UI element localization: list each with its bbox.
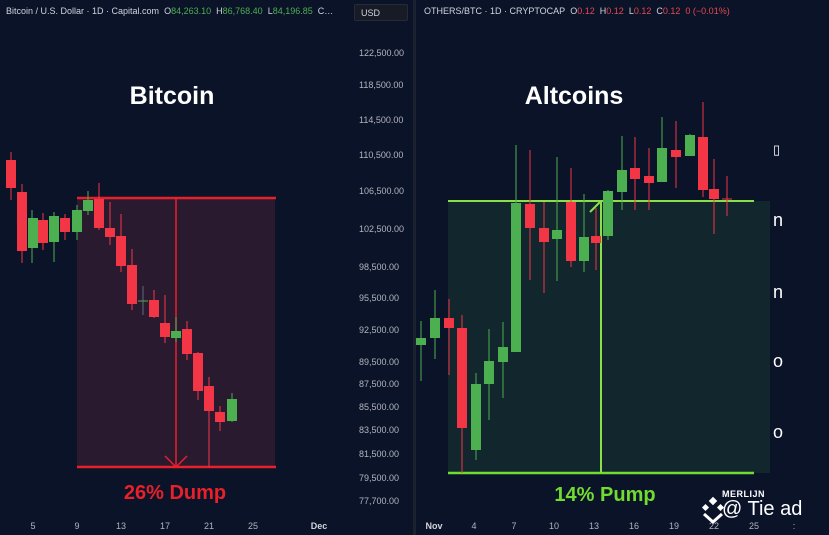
date-tick: 4	[471, 521, 477, 531]
overlay-glyph: o	[773, 422, 784, 442]
altcoins-title: Altcoins	[524, 82, 624, 110]
watermark-brand: MERLIJN	[722, 489, 766, 499]
date-tick: 10	[548, 521, 560, 531]
price-tick: 85,500.00	[359, 402, 400, 412]
altcoins-time-axis[interactable]: Nov 4 7 10 13 16 19 22 25 :	[416, 513, 829, 535]
open-label: O	[164, 6, 172, 16]
price-tick: 92,500.00	[359, 325, 400, 335]
low-label: L	[267, 6, 273, 16]
dump-annotation: 26% Dump	[123, 482, 227, 504]
date-tick: 7	[511, 521, 517, 531]
date-tick: 9	[74, 521, 80, 531]
date-tick: Dec	[310, 521, 328, 531]
date-tick: 19	[668, 521, 680, 531]
change-value: 0 (−0.01%)	[685, 6, 730, 16]
date-tick: 5	[30, 521, 36, 531]
close-label: C…	[317, 6, 334, 16]
close-value: 0.12	[662, 6, 681, 16]
currency-selector[interactable]: USD	[354, 4, 408, 21]
price-tick: 114,500.00	[359, 115, 404, 125]
bitcoin-title: Bitcoin	[129, 82, 215, 110]
symbol-label: OTHERS/BTC · 1D · CRYPTOCAP	[424, 6, 566, 16]
panel-divider[interactable]	[413, 0, 416, 535]
date-tick: 16	[628, 521, 640, 531]
high-value: 0.12	[606, 6, 624, 16]
date-tick: :	[792, 521, 796, 531]
overlay-glyph: n	[773, 282, 784, 302]
bitcoin-chart-header: Bitcoin / U.S. Dollar · 1D · Capital.com…	[6, 6, 333, 16]
symbol-label: Bitcoin / U.S. Dollar · 1D · Capital.com	[6, 6, 160, 16]
open-value: 0.12	[577, 6, 595, 16]
date-tick: 22	[708, 521, 720, 531]
overlay-glyph: ▯	[773, 142, 781, 157]
date-tick: 17	[159, 521, 171, 531]
pump-range-box	[448, 201, 770, 473]
watermark-handle: @ Tie ad	[722, 498, 803, 520]
date-tick: 13	[115, 521, 127, 531]
altcoins-chart-header: OTHERS/BTC · 1D · CRYPTOCAP O0.12 H0.12 …	[424, 6, 730, 16]
open-value: 84,263.10	[171, 6, 212, 16]
price-tick: 102,500.00	[359, 224, 405, 234]
close-label: C	[656, 6, 663, 16]
price-tick: 95,500.00	[359, 293, 400, 303]
price-tick: 81,500.00	[359, 449, 400, 459]
price-tick: 87,500.00	[359, 379, 400, 389]
price-tick: 122,500.00	[359, 48, 405, 58]
altcoins-chart-panel[interactable]: OTHERS/BTC · 1D · CRYPTOCAP O0.12 H0.12 …	[416, 0, 829, 535]
arrow-up-icon	[589, 201, 601, 213]
bitcoin-candles	[6, 152, 276, 469]
low-label: L	[628, 6, 634, 16]
pump-annotation: 14% Pump	[554, 484, 656, 506]
date-tick: 21	[203, 521, 215, 531]
low-value: 0.12	[633, 6, 652, 16]
price-tick: 89,500.00	[359, 357, 400, 367]
price-tick: 79,500.00	[359, 473, 400, 483]
arrow-down-icon	[164, 455, 188, 469]
high-label: H	[216, 6, 223, 16]
date-tick: 13	[588, 521, 600, 531]
low-value: 84,196.85	[272, 6, 313, 16]
bitcoin-chart-panel[interactable]: Bitcoin / U.S. Dollar · 1D · Capital.com…	[0, 0, 413, 535]
overlay-glyph: n	[773, 210, 784, 230]
price-tick: 77,700.00	[359, 496, 400, 506]
price-tick: 98,500.00	[359, 262, 400, 272]
open-label: O	[570, 6, 578, 16]
high-label: H	[599, 6, 607, 16]
altcoins-candles	[416, 102, 770, 475]
price-tick: 83,500.00	[359, 425, 400, 435]
price-tick: 118,500.00	[359, 80, 404, 90]
overlay-glyph: o	[773, 351, 784, 371]
bitcoin-price-axis[interactable]: 122,500.00 118,500.00 114,500.00 110,500…	[345, 0, 411, 510]
bitcoin-time-axis[interactable]: 5 9 13 17 21 25 Dec	[0, 513, 413, 535]
date-tick: Nov	[425, 521, 443, 531]
date-tick: 25	[247, 521, 259, 531]
high-value: 86,768.40	[222, 6, 263, 16]
binance-logo-icon	[701, 496, 725, 525]
date-tick: 25	[748, 521, 760, 531]
price-tick: 106,500.00	[359, 186, 405, 196]
price-tick: 110,500.00	[359, 150, 404, 160]
